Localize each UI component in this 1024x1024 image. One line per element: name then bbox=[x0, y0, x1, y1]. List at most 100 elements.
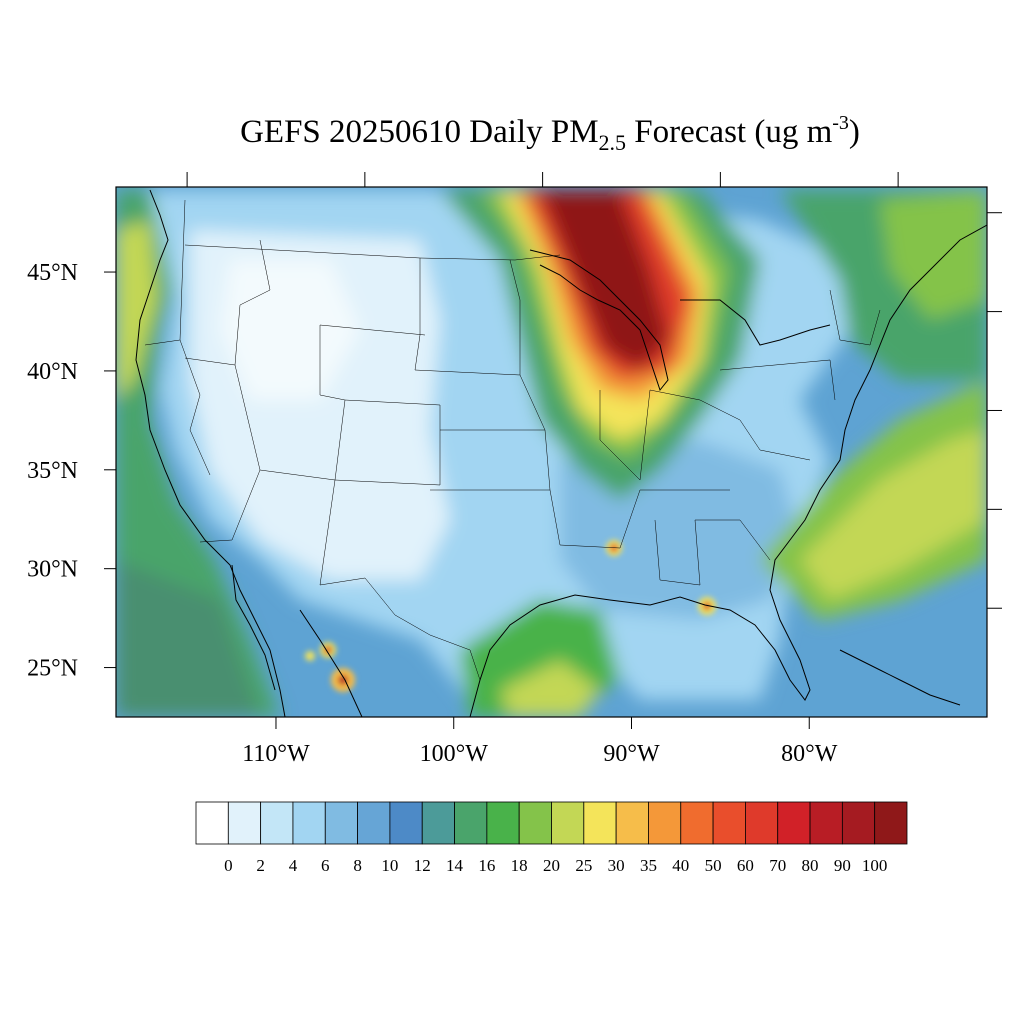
longitude-labels: 110°W 100°W 90°W 80°W bbox=[242, 741, 837, 767]
colorbar-swatch bbox=[518, 801, 552, 845]
latitude-labels: 25°N 30°N 35°N 40°N 45°N bbox=[27, 260, 78, 682]
colorbar-swatch bbox=[260, 801, 294, 845]
colorbar-swatch bbox=[874, 801, 908, 845]
colorbar-label: 20 bbox=[543, 856, 560, 875]
border-5 bbox=[259, 324, 426, 481]
axis-ticks bbox=[104, 172, 1002, 729]
northeast-plume-core bbox=[880, 190, 987, 320]
border-6 bbox=[319, 399, 441, 586]
colorbar-label: 0 bbox=[224, 856, 233, 875]
colorbar-label: 90 bbox=[834, 856, 851, 875]
colorbar-label: 60 bbox=[737, 856, 754, 875]
colorbar-swatch bbox=[777, 801, 811, 845]
title-middle: Forecast (ug m bbox=[626, 114, 833, 150]
colorbar-swatch bbox=[712, 801, 746, 845]
atlantic-gulf-coastline bbox=[469, 224, 987, 717]
hotspot-mexico-2-core bbox=[338, 675, 348, 685]
colorbar-label: 100 bbox=[862, 856, 888, 875]
border-12 bbox=[649, 389, 811, 461]
colorbar-swatch bbox=[583, 801, 617, 845]
colorbar-swatch bbox=[227, 801, 262, 845]
hot-spots bbox=[305, 540, 716, 692]
border-7 bbox=[414, 258, 521, 376]
pacific-coast-high bbox=[116, 220, 158, 400]
border-8 bbox=[430, 429, 551, 491]
border-15 bbox=[829, 289, 881, 346]
great-basin-clean bbox=[220, 260, 360, 400]
us-canada-border bbox=[184, 244, 561, 261]
gulf-plume-core bbox=[500, 660, 600, 717]
gulf-of-california-coast bbox=[299, 609, 363, 717]
page-title: GEFS 20250610 Daily PM2.5 Forecast (ug m… bbox=[0, 112, 1024, 156]
colorbar-label: 12 bbox=[414, 856, 431, 875]
lakes-east-outline bbox=[680, 299, 831, 346]
concentration-shading bbox=[116, 190, 987, 717]
colorbar-label: 6 bbox=[321, 856, 330, 875]
colorbar: 0 2 4 6 8 10 12 14 16 18 20 25 30 35 40 50 60 70 80 90 100 bbox=[195, 801, 908, 875]
lon-label: 110°W bbox=[242, 741, 310, 767]
us-mexico-border bbox=[364, 577, 481, 681]
colorbar-swatch bbox=[421, 801, 455, 845]
border-14 bbox=[719, 359, 836, 401]
colorbar-swatch bbox=[551, 801, 585, 845]
border-3 bbox=[184, 239, 271, 366]
pacific-coastline bbox=[135, 189, 286, 717]
colorbar-label: 40 bbox=[672, 856, 689, 875]
hotspot-louisiana-core bbox=[610, 544, 618, 552]
colorbar-label: 8 bbox=[353, 856, 362, 875]
colorbar-swatch bbox=[454, 801, 488, 845]
border-13 bbox=[654, 519, 771, 586]
colorbar-label: 14 bbox=[446, 856, 464, 875]
border-10 bbox=[549, 489, 730, 549]
title-prefix: GEFS 20250610 Daily PM bbox=[240, 114, 599, 150]
coastlines bbox=[135, 189, 987, 717]
colorbar-swatch bbox=[809, 801, 843, 845]
baja-coast bbox=[231, 564, 276, 691]
mexico-pacific-plume bbox=[116, 560, 260, 717]
colorbar-swatch bbox=[292, 801, 326, 845]
atlantic-plume-core bbox=[800, 430, 987, 600]
colorbar-swatch bbox=[357, 801, 391, 845]
lat-label: 30°N bbox=[27, 557, 78, 583]
caribbean-islands bbox=[839, 649, 961, 706]
colorbar-label: 10 bbox=[381, 856, 398, 875]
colorbar-label: 18 bbox=[511, 856, 528, 875]
colorbar-swatch bbox=[195, 801, 229, 845]
colorbar-label: 2 bbox=[256, 856, 265, 875]
border-9 bbox=[509, 259, 546, 431]
hotspot-mexico-3 bbox=[305, 651, 315, 661]
colorbar-label: 16 bbox=[478, 856, 495, 875]
map-frame bbox=[115, 186, 988, 718]
lat-label: 25°N bbox=[27, 656, 78, 682]
lat-label: 40°N bbox=[27, 359, 78, 385]
border-4 bbox=[199, 364, 261, 543]
lat-label: 45°N bbox=[27, 260, 78, 286]
colorbar-swatch bbox=[486, 801, 520, 845]
colorbar-swatch bbox=[841, 801, 876, 845]
lon-label: 90°W bbox=[603, 741, 660, 767]
colorbar-swatch bbox=[745, 801, 779, 845]
hotspot-mexico-1-core bbox=[324, 646, 332, 654]
title-subscript: 2.5 bbox=[598, 130, 627, 155]
colorbar-label: 50 bbox=[705, 856, 722, 875]
colorbar-label: 4 bbox=[289, 856, 298, 875]
colorbar-label: 80 bbox=[802, 856, 819, 875]
colorbar-label: 25 bbox=[575, 856, 592, 875]
lon-label: 80°W bbox=[781, 741, 838, 767]
colorbar-swatch bbox=[680, 801, 714, 845]
colorbar-swatch bbox=[389, 801, 423, 845]
midwest-plume-core bbox=[540, 190, 670, 370]
title-superscript: -3 bbox=[832, 112, 849, 134]
border-11 bbox=[599, 389, 651, 481]
title-suffix: ) bbox=[848, 114, 860, 150]
colorbar-swatch bbox=[648, 801, 682, 845]
colorbar-label: 30 bbox=[608, 856, 625, 875]
colorbar-label: 70 bbox=[769, 856, 786, 875]
lon-label: 100°W bbox=[420, 741, 489, 767]
lat-label: 35°N bbox=[27, 458, 78, 484]
pm25-field bbox=[116, 187, 987, 717]
hotspot-florida-panhandle-core bbox=[703, 602, 711, 610]
great-lakes-outline bbox=[529, 249, 669, 392]
